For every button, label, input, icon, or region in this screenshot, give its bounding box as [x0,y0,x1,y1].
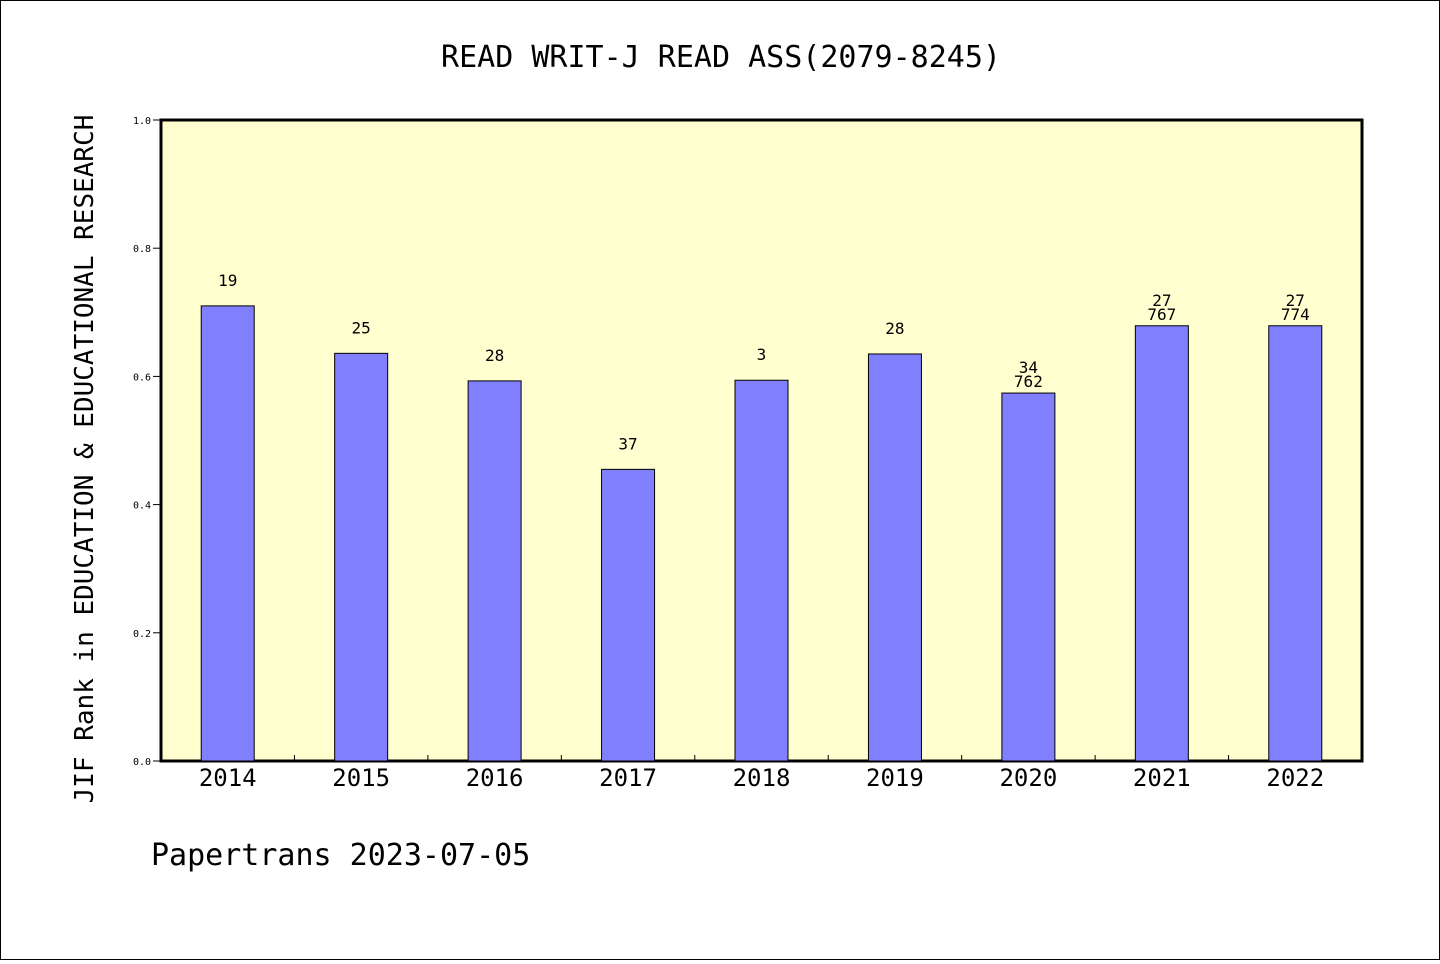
bar-2018 [734,379,789,762]
x-tick-label: 2020 [999,764,1057,792]
bar-2014 [200,305,255,762]
x-tick-label: 2021 [1133,764,1191,792]
footer-credit: Papertrans 2023-07-05 [151,838,530,873]
data-label: 3 [757,345,767,364]
data-label: 27 [1152,291,1171,310]
x-tick-label: 2016 [466,764,524,792]
data-label: 28 [485,346,504,365]
bar-2022 [1268,325,1323,762]
data-label: 34 [1019,358,1038,377]
x-tick-label: 2022 [1266,764,1324,792]
x-tick-label: 2014 [199,764,257,792]
y-tick-label: 0.8 [133,244,151,255]
data-label: 774 [1281,305,1310,324]
data-label: 19 [218,271,237,290]
bar-series [200,305,1323,762]
bar-2017 [601,468,656,762]
bar-2019 [867,353,922,762]
x-tick-label: 2019 [866,764,924,792]
bar-2021 [1134,325,1189,762]
x-tick-label: 2018 [733,764,791,792]
data-label: 28 [885,319,904,338]
y-tick-label: 0.2 [133,629,151,640]
x-tick-label: 2017 [599,764,657,792]
chart-title: READ WRIT-J READ ASS(2079-8245) [441,40,1001,75]
data-label: 762 [1014,372,1043,391]
y-axis-label: JIF Rank in EDUCATION & EDUCATIONAL RESE… [70,115,100,804]
bar-2015 [334,352,389,762]
y-tick-label: 1.0 [133,116,151,127]
x-tick-label: 2015 [332,764,390,792]
y-tick-label: 0.0 [133,757,151,768]
bar-2016 [467,380,522,762]
data-label: 27 [1286,291,1305,310]
data-label: 25 [352,318,371,337]
data-label: 37 [618,434,637,453]
bar-2020 [1001,392,1056,762]
y-axis: 0.0 0.2 0.4 0.6 0.8 1.0 [133,116,161,768]
y-tick-label: 0.6 [133,372,151,383]
data-label: 767 [1147,305,1176,324]
x-axis: 2014 2015 2016 2017 2018 2019 2020 2021 2022 [199,755,1324,792]
y-tick-label: 0.4 [133,501,151,512]
